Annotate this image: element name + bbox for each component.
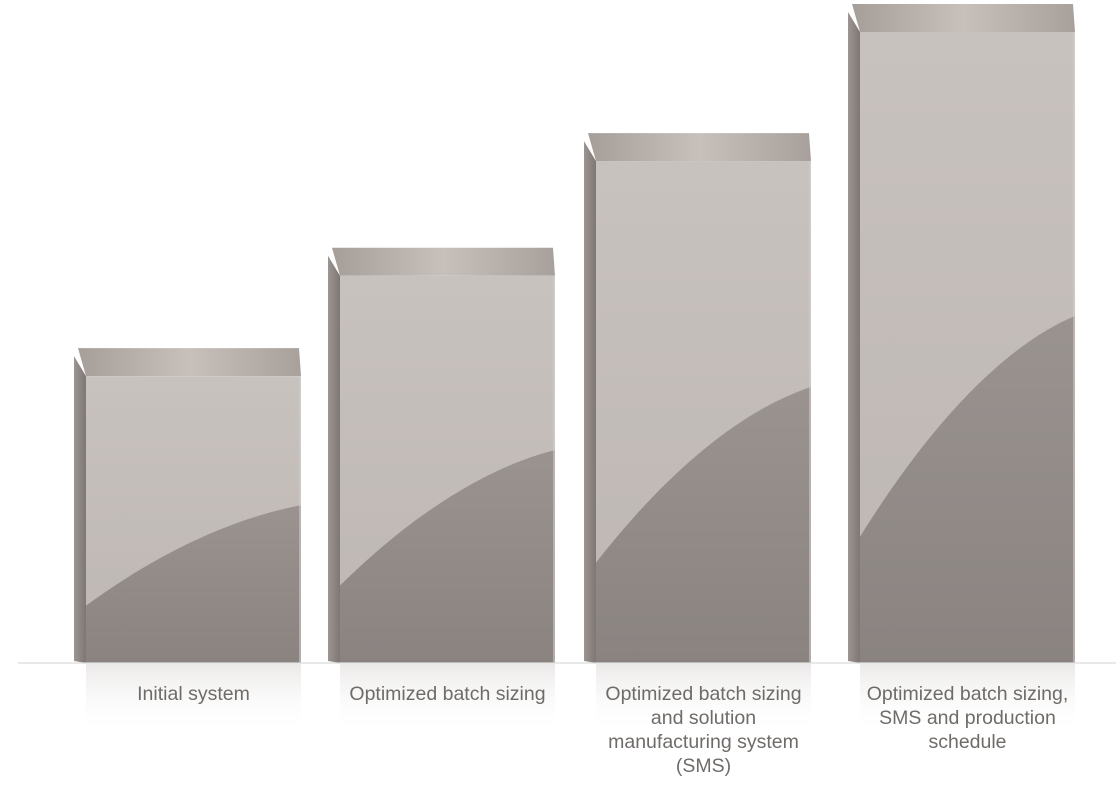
bar-initial-system [74,348,301,734]
bar-reflection [340,664,555,734]
bar-batch-sizing-sms-and-schedule [848,4,1075,734]
category-label-batch-sizing-and-sms: Optimized batch sizing and solution manu… [605,683,802,777]
bar-reflection [596,664,811,734]
category-label-optimized-batch-sizing: Optimized batch sizing [349,683,546,705]
bar-top-face [852,4,1075,32]
bar-side-face [328,255,340,663]
bar-top-face [332,247,555,276]
category-label-initial-system: Initial system [137,683,250,705]
bar-shade [596,386,811,663]
bar-optimized-batch-sizing [328,247,555,734]
bar-reflection [86,664,301,734]
bar-shade [340,450,555,663]
bar-top-face [588,133,811,162]
bar-top-face [78,348,301,377]
category-label-batch-sizing-sms-and-schedule: Optimized batch sizing, SMS and producti… [866,683,1069,753]
bar-side-face [848,12,860,663]
bar-reflection [860,664,1075,734]
bars-layer [74,4,1075,734]
bar-batch-sizing-and-sms [584,133,811,734]
bar-shade [86,505,301,663]
bar-side-face [74,356,86,663]
bar-side-face [584,141,596,663]
bar-shade [860,315,1075,663]
